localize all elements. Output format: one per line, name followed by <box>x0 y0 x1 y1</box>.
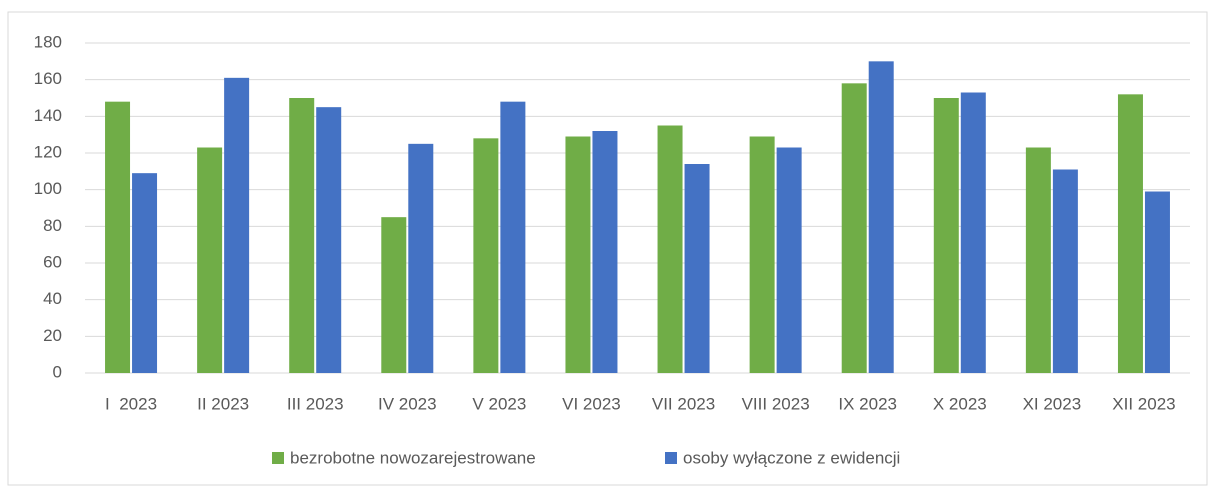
x-tick-label: III 2023 <box>287 394 344 413</box>
bar <box>473 138 499 373</box>
bar <box>105 101 131 374</box>
y-tick-label: 0 <box>53 362 62 381</box>
x-tick-label: VI 2023 <box>562 394 621 413</box>
bar <box>684 164 710 373</box>
y-tick-label: 20 <box>43 326 62 345</box>
x-tick-label: XII 2023 <box>1112 394 1175 413</box>
legend-swatch <box>665 452 677 464</box>
bar <box>592 131 618 373</box>
bar <box>224 77 250 373</box>
bar <box>132 173 158 373</box>
x-tick-label: XI 2023 <box>1023 394 1082 413</box>
x-tick-label: VII 2023 <box>652 394 715 413</box>
bar <box>749 136 775 373</box>
legend-label: osoby wyłączone z ewidencji <box>683 448 900 467</box>
bar <box>1117 94 1143 373</box>
x-tick-label: V 2023 <box>472 394 526 413</box>
legend-label: bezrobotne nowozarejestrowane <box>290 448 536 467</box>
x-tick-label: X 2023 <box>933 394 987 413</box>
y-tick-label: 40 <box>43 289 62 308</box>
x-tick-label: IX 2023 <box>838 394 897 413</box>
bar <box>197 147 223 373</box>
y-tick-label: 160 <box>34 69 62 88</box>
bar <box>289 98 315 373</box>
bar <box>933 98 959 373</box>
bar <box>408 143 434 373</box>
bar <box>841 83 867 373</box>
bar <box>960 92 986 373</box>
y-tick-label: 140 <box>34 106 62 125</box>
y-tick-label: 180 <box>34 32 62 51</box>
legend-swatch <box>272 452 284 464</box>
bar <box>565 136 591 373</box>
x-tick-label: IV 2023 <box>378 394 437 413</box>
bar <box>657 125 683 373</box>
bar <box>1052 169 1078 373</box>
y-tick-label: 60 <box>43 252 62 271</box>
y-tick-label: 120 <box>34 142 62 161</box>
x-tick-label: I 2023 <box>105 394 157 413</box>
y-tick-label: 80 <box>43 216 62 235</box>
y-tick-label: 100 <box>34 179 62 198</box>
x-tick-label: VIII 2023 <box>742 394 810 413</box>
bar <box>316 107 342 374</box>
bar <box>1025 147 1051 373</box>
bar <box>868 61 894 373</box>
bar <box>381 217 407 373</box>
bar <box>776 147 802 373</box>
bar <box>1144 191 1170 373</box>
x-tick-label: II 2023 <box>197 394 249 413</box>
bar <box>500 101 526 374</box>
